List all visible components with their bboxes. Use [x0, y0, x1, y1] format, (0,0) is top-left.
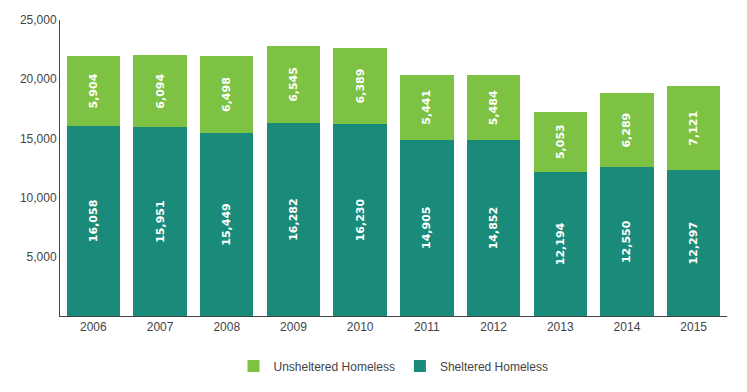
- svg-text:5,904: 5,904: [87, 73, 100, 108]
- svg-text:6,289: 6,289: [620, 113, 633, 148]
- svg-text:14,852: 14,852: [487, 207, 500, 249]
- svg-text:16,282: 16,282: [287, 198, 300, 240]
- svg-text:2009: 2009: [280, 320, 307, 334]
- svg-text:6,545: 6,545: [287, 67, 300, 102]
- svg-text:6,094: 6,094: [154, 73, 167, 108]
- svg-text:5,441: 5,441: [420, 90, 433, 125]
- svg-text:6,389: 6,389: [354, 69, 367, 104]
- svg-text:5,053: 5,053: [554, 124, 567, 159]
- svg-text:5,484: 5,484: [487, 90, 500, 125]
- svg-text:2013: 2013: [547, 320, 574, 334]
- svg-text:20,000: 20,000: [20, 72, 57, 86]
- svg-text:5,000: 5,000: [27, 250, 57, 264]
- svg-text:2014: 2014: [614, 320, 641, 334]
- svg-text:Sheltered Homeless: Sheltered Homeless: [440, 360, 548, 374]
- svg-text:2007: 2007: [147, 320, 174, 334]
- svg-text:12,194: 12,194: [554, 222, 567, 265]
- svg-text:2010: 2010: [347, 320, 374, 334]
- svg-text:10,000: 10,000: [20, 191, 57, 205]
- svg-text:15,000: 15,000: [20, 132, 57, 146]
- svg-text:16,058: 16,058: [87, 200, 100, 242]
- svg-text:14,905: 14,905: [420, 207, 433, 249]
- svg-text:2012: 2012: [480, 320, 507, 334]
- svg-text:2008: 2008: [213, 320, 240, 334]
- svg-text:7,121: 7,121: [687, 111, 700, 146]
- svg-text:2011: 2011: [414, 320, 440, 334]
- svg-text:16,230: 16,230: [354, 199, 367, 242]
- svg-text:12,297: 12,297: [687, 222, 700, 264]
- svg-text:15,449: 15,449: [220, 203, 233, 245]
- svg-text:2006: 2006: [80, 320, 107, 334]
- svg-text:2015: 2015: [680, 320, 707, 334]
- svg-text:12,550: 12,550: [620, 220, 633, 263]
- svg-text:Unsheltered Homeless: Unsheltered Homeless: [274, 360, 395, 374]
- svg-text:15,951: 15,951: [154, 200, 167, 242]
- svg-text:25,000: 25,000: [20, 13, 57, 27]
- svg-text:6,498: 6,498: [220, 77, 233, 112]
